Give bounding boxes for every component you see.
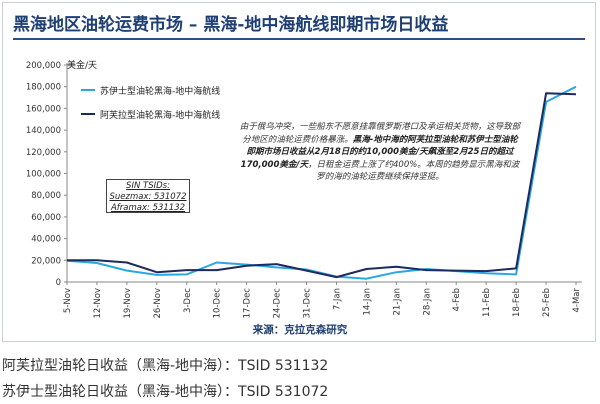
x-tick-label: 4-Feb: [452, 288, 462, 312]
y-tick-label: 120,000: [26, 148, 61, 158]
chart-card: 黑海地区油轮运费市场 – 黑海-地中海航线即期市场日收益 美金/天 0 20,00…: [2, 2, 596, 342]
legend-swatch: [81, 89, 95, 91]
line-chart: 0 20,000 40,000 60,000 80,000 100,000 120,000 1…: [26, 61, 582, 319]
legend-item-aframax: 阿芙拉型油轮黑海-地中海航线: [81, 107, 220, 121]
tsid-box: SIN TSIDs: Suezmax: 531072 Aframax: 5311…: [106, 179, 190, 213]
y-tick-label: 80,000: [31, 191, 61, 201]
chart-annotation: 由于俄乌冲突，一些船东不愿意挂靠俄罗斯港口及承运相关货物，这导致部分地区的油轮运…: [239, 121, 521, 184]
chart-title: 黑海地区油轮运费市场 – 黑海-地中海航线即期市场日收益: [13, 15, 449, 35]
tsid-suezmax: Suezmax: 531072: [109, 192, 187, 202]
x-tick-label: 11-Feb: [482, 288, 492, 317]
annotation-text-bold: 黑海-地中海的阿芙拉型油轮和苏伊士型油轮即期市场日收益从2月18日的约10,00…: [240, 134, 518, 170]
x-tick-label: 18-Feb: [512, 288, 522, 317]
legend-swatch: [81, 113, 95, 115]
x-tick-label: 5-Nov: [63, 288, 73, 313]
y-tick-label: 20,000: [31, 256, 61, 266]
tsid-aframax: Aframax: 531132: [110, 203, 186, 213]
y-tick-label: 60,000: [31, 213, 61, 223]
caption-aframax: 阿芙拉型油轮日收益（黑海-地中海）：TSID 531132: [2, 358, 329, 374]
chart-source: 来源：克拉克森研究: [252, 324, 348, 336]
annotation-text-2: ，日租金运费上涨了约400%。本周的趋势显示黑海和波罗的海的油轮运费继续保持坚挺…: [308, 159, 520, 183]
y-tick-label: 180,000: [26, 83, 61, 93]
annotation-text-1: 由于俄乌冲突，一些船东不愿意挂靠俄罗斯港口及承运相关货物，这导致部分地区的油轮运…: [239, 122, 521, 145]
legend-label: 阿芙拉型油轮黑海-地中海航线: [100, 110, 221, 121]
y-tick-label: 200,000: [26, 61, 61, 71]
y-tick-label: 160,000: [26, 104, 61, 114]
x-tick-label: 17-Dec: [243, 288, 253, 319]
y-tick-label: 0: [56, 278, 61, 288]
title-divider: [13, 38, 585, 40]
tsid-heading: SIN TSIDs:: [126, 181, 170, 191]
caption-suezmax: 苏伊士型油轮日收益（黑海-地中海）：TSID 531072: [2, 384, 329, 400]
x-tick-label: 21-Jan: [392, 288, 402, 315]
legend: 苏伊士型油轮黑海-地中海航线 阿芙拉型油轮黑海-地中海航线: [81, 83, 220, 131]
x-tick-label: 14-Jan: [362, 288, 372, 315]
y-axis-unit: 美金/天: [67, 61, 98, 71]
x-tick-label: 3-Dec: [183, 288, 193, 313]
x-tick-label: 10-Dec: [213, 288, 223, 319]
x-tick-label: 26-Nov: [153, 288, 163, 318]
x-tick-label: 24-Dec: [273, 288, 283, 319]
x-tick-label: 12-Nov: [93, 288, 103, 318]
series-line-aframax: [67, 92, 577, 279]
legend-label: 苏伊士型油轮黑海-地中海航线: [100, 86, 221, 97]
x-tick-label: 25-Feb: [542, 288, 552, 317]
legend-item-suezmax: 苏伊士型油轮黑海-地中海航线: [81, 83, 220, 97]
x-tick-label: 19-Nov: [123, 288, 133, 318]
y-tick-label: 100,000: [26, 170, 61, 180]
x-tick-label: 31-Dec: [303, 288, 313, 319]
y-tick-label: 40,000: [31, 235, 61, 245]
x-tick-label: 7-Jan: [332, 288, 342, 310]
x-tick-label: 28-Jan: [422, 288, 432, 315]
y-tick-label: 140,000: [26, 126, 61, 136]
x-tick-label: 4-Mar: [572, 287, 582, 312]
